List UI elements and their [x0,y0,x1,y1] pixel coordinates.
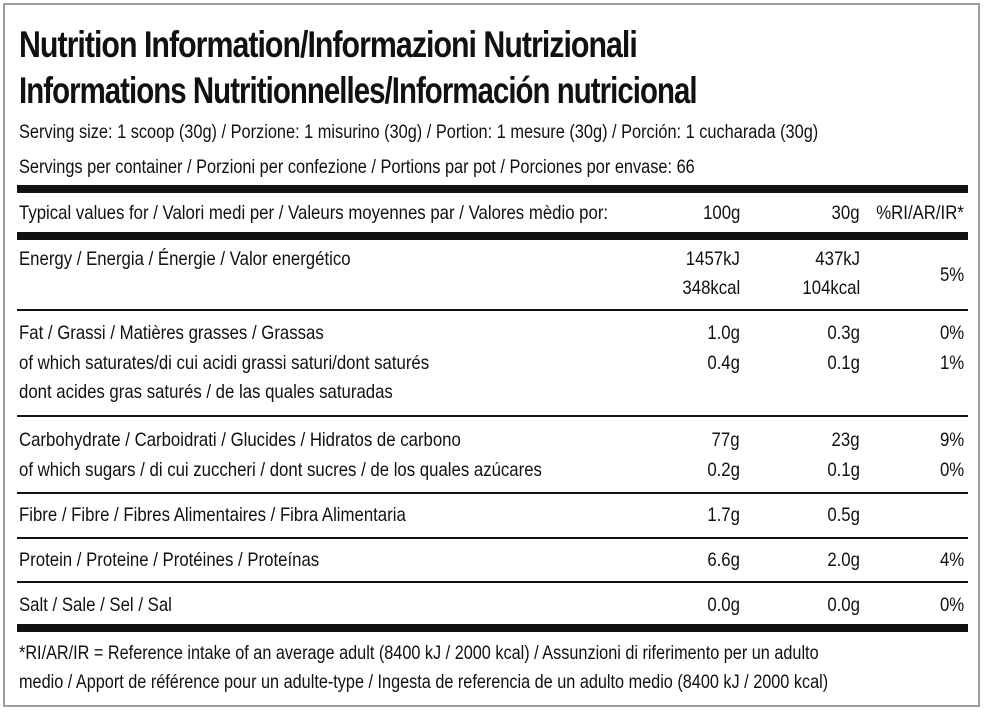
fat-label: Fat / Grassi / Matières grasses / Grassa… [19,322,324,344]
footnote-line-2: medio / Apport de référence pour un adul… [19,672,829,693]
protein-100g: 6.6g [707,549,740,571]
divider-carbohydrate [17,492,968,494]
energy-30g-kj: 437kJ [815,248,860,270]
carbohydrate-30g: 23g [832,429,860,451]
carbohydrate-100g: 77g [712,429,740,451]
fibre-label: Fibre / Fibre / Fibres Alimentaires / Fi… [19,504,406,526]
salt-30g: 0.0g [827,594,860,616]
fibre-100g: 1.7g [707,504,740,526]
divider-bottom [17,624,968,632]
protein-ri: 4% [939,549,964,571]
protein-label: Protein / Proteine / Protéines / Proteín… [19,549,320,571]
salt-100g: 0.0g [707,594,740,616]
divider-header [17,232,968,240]
energy-100g-kj: 1457kJ [685,248,740,270]
header-30g: 30g [832,202,860,224]
divider-fat [17,415,968,417]
divider-fibre [17,537,968,539]
saturates-30g: 0.1g [827,352,860,374]
sugars-label: of which sugars / di cui zuccheri / dont… [19,459,542,481]
saturates-label-2: dont acides gras saturés / de las quales… [19,381,393,403]
saturates-label-1: of which saturates/di cui acidi grassi s… [19,352,430,374]
energy-30g-kcal: 104kcal [802,277,860,299]
fat-100g: 1.0g [707,322,740,344]
header-ri: %RI/AR/IR* [876,202,964,224]
fat-30g: 0.3g [827,322,860,344]
servings-per-container: Servings per container / Porzioni per co… [19,157,695,178]
title-line-2: Informations Nutritionnelles/Información… [19,70,698,111]
saturates-ri: 1% [939,352,964,374]
sugars-30g: 0.1g [827,459,860,481]
nutrition-label: Nutrition Information/Informazioni Nutri… [3,3,980,707]
divider-energy [17,309,968,311]
fibre-30g: 0.5g [827,504,860,526]
protein-30g: 2.0g [827,549,860,571]
divider-protein [17,581,968,583]
energy-label: Energy / Energia / Énergie / Valor energ… [19,248,351,270]
divider-top [17,185,968,193]
sugars-ri: 0% [939,459,964,481]
header-label: Typical values for / Valori medi per / V… [19,202,609,224]
energy-ri: 5% [939,264,964,286]
saturates-100g: 0.4g [707,352,740,374]
carbohydrate-ri: 9% [939,429,964,451]
salt-ri: 0% [939,594,964,616]
energy-100g-kcal: 348kcal [682,277,740,299]
serving-size: Serving size: 1 scoop (30g) / Porzione: … [19,122,819,143]
carbohydrate-label: Carbohydrate / Carboidrati / Glucides / … [19,429,461,451]
sugars-100g: 0.2g [707,459,740,481]
salt-label: Salt / Sale / Sel / Sal [19,594,172,616]
footnote-line-1: *RI/AR/IR = Reference intake of an avera… [19,643,819,664]
title-line-1: Nutrition Information/Informazioni Nutri… [19,24,638,65]
fat-ri: 0% [939,322,964,344]
header-100g: 100g [702,202,740,224]
